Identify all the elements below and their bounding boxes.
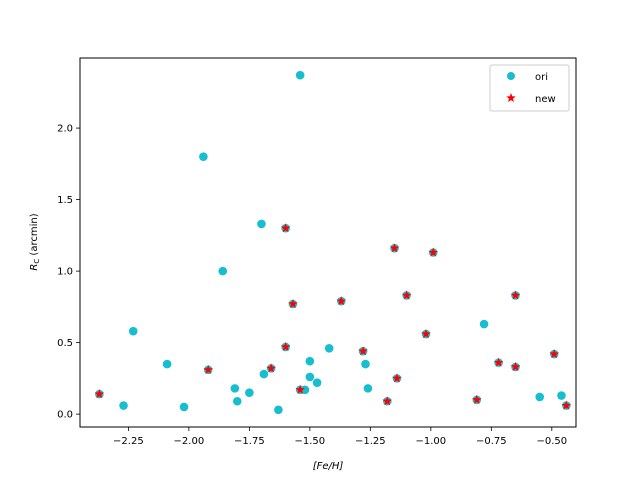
point-new-1 xyxy=(203,364,213,374)
x-tick-label: −1.00 xyxy=(416,436,447,447)
x-tick-label: −2.25 xyxy=(113,436,144,447)
point-ori-42 xyxy=(557,391,566,400)
legend: ori new xyxy=(489,64,570,112)
y-tick-label: 1.5 xyxy=(57,195,73,206)
plot-area xyxy=(80,58,576,427)
point-new-15 xyxy=(472,394,482,404)
point-ori-12 xyxy=(259,369,269,379)
point-new-17 xyxy=(510,290,521,300)
x-tick-label: −0.75 xyxy=(476,436,507,447)
point-ori-9 xyxy=(232,396,242,406)
x-tick-label: −2.00 xyxy=(174,436,205,447)
point-ori-22 xyxy=(305,356,315,366)
point-new-10 xyxy=(389,243,400,253)
point-new-0 xyxy=(94,389,105,399)
data-points xyxy=(94,70,572,415)
y-axis-ticks: 0.0 0.5 1.0 1.5 2.0 xyxy=(57,124,80,421)
point-ori-8 xyxy=(230,384,240,393)
y-tick-label: 0.0 xyxy=(57,410,73,421)
x-tick-label: −1.25 xyxy=(355,436,386,447)
point-ori-5 xyxy=(199,152,208,161)
point-ori-27 xyxy=(361,359,370,369)
x-axis-ticks: −2.25 −2.00 −1.75 −1.50 −1.25 −1.00 −0.75 −0.50 xyxy=(113,427,567,447)
point-new-11 xyxy=(392,373,402,383)
point-ori-14 xyxy=(274,405,283,415)
point-new-9 xyxy=(382,396,393,406)
point-ori-36 xyxy=(479,319,489,329)
point-ori-4 xyxy=(179,402,189,412)
point-new-6 xyxy=(295,384,305,394)
y-axis-label: RC (arcmin) xyxy=(29,213,41,270)
x-axis-label: [Fe/H] xyxy=(313,461,344,472)
point-ori-7 xyxy=(218,266,228,276)
x-tick-label: −1.75 xyxy=(234,436,265,447)
point-ori-18 xyxy=(295,70,305,80)
point-ori-11 xyxy=(257,219,266,229)
y-tick-label: 1.0 xyxy=(57,267,73,278)
point-ori-24 xyxy=(324,344,334,353)
legend-new-marker xyxy=(506,93,516,103)
point-new-16 xyxy=(493,357,504,367)
legend-box xyxy=(489,64,570,112)
y-tick-label: 0.5 xyxy=(57,338,73,349)
x-tick-label: −1.50 xyxy=(295,436,326,447)
point-new-5 xyxy=(288,299,298,309)
point-ori-40 xyxy=(535,392,545,402)
point-new-7 xyxy=(336,296,347,306)
x-tick-label: −0.50 xyxy=(536,436,567,447)
point-new-18 xyxy=(510,361,521,371)
point-ori-20 xyxy=(300,385,310,395)
point-ori-10 xyxy=(245,388,254,397)
point-new-13 xyxy=(421,329,431,339)
point-ori-2 xyxy=(128,326,138,336)
point-new-19 xyxy=(549,349,559,359)
legend-new-label: new xyxy=(535,94,556,105)
point-ori-3 xyxy=(162,359,172,369)
point-ori-21 xyxy=(305,372,315,382)
point-new-3 xyxy=(280,223,291,233)
plot-frame xyxy=(79,57,577,428)
point-new-14 xyxy=(428,247,438,257)
point-ori-1 xyxy=(119,401,128,410)
legend-ori-marker xyxy=(507,72,515,80)
point-ori-23 xyxy=(312,378,322,387)
point-new-8 xyxy=(358,346,368,356)
point-ori-28 xyxy=(363,384,373,393)
point-new-12 xyxy=(401,290,412,300)
legend-ori-label: ori xyxy=(535,72,548,83)
point-new-4 xyxy=(280,341,291,351)
y-tick-label: 2.0 xyxy=(57,124,73,135)
point-new-20 xyxy=(561,400,572,410)
point-new-2 xyxy=(266,363,276,373)
